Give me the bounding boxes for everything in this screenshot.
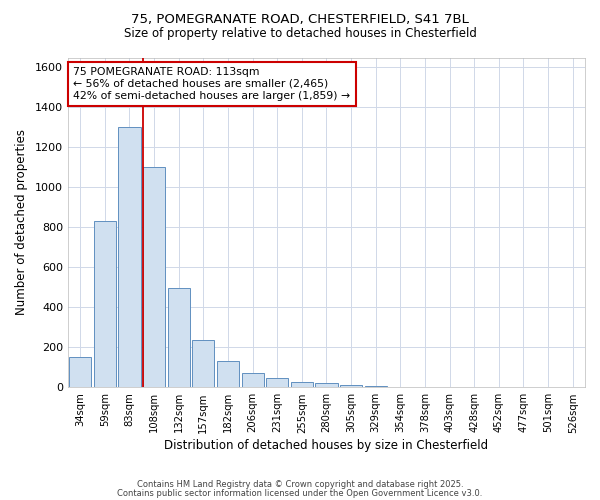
Bar (266, 378, 289, 388)
Bar (94, 222, 116, 388)
Bar (118, 128, 140, 388)
Bar (167, 288, 190, 388)
Text: Size of property relative to detached houses in Chesterfield: Size of property relative to detached ho… (124, 28, 476, 40)
Bar (316, 384, 338, 388)
Text: Contains HM Land Registry data © Crown copyright and database right 2025.: Contains HM Land Registry data © Crown c… (137, 480, 463, 489)
X-axis label: Distribution of detached houses by size in Chesterfield: Distribution of detached houses by size … (164, 440, 488, 452)
Bar (192, 340, 214, 388)
Bar (365, 386, 387, 388)
Text: Contains public sector information licensed under the Open Government Licence v3: Contains public sector information licen… (118, 489, 482, 498)
Bar (291, 382, 313, 388)
Y-axis label: Number of detached properties: Number of detached properties (15, 130, 28, 316)
Bar (340, 386, 362, 388)
Bar (217, 362, 239, 388)
Bar (143, 168, 165, 388)
Text: 75, POMEGRANATE ROAD, CHESTERFIELD, S41 7BL: 75, POMEGRANATE ROAD, CHESTERFIELD, S41 … (131, 12, 469, 26)
Text: 75 POMEGRANATE ROAD: 113sqm
← 56% of detached houses are smaller (2,465)
42% of : 75 POMEGRANATE ROAD: 113sqm ← 56% of det… (73, 68, 350, 100)
Bar (242, 374, 263, 388)
Bar (69, 358, 91, 388)
